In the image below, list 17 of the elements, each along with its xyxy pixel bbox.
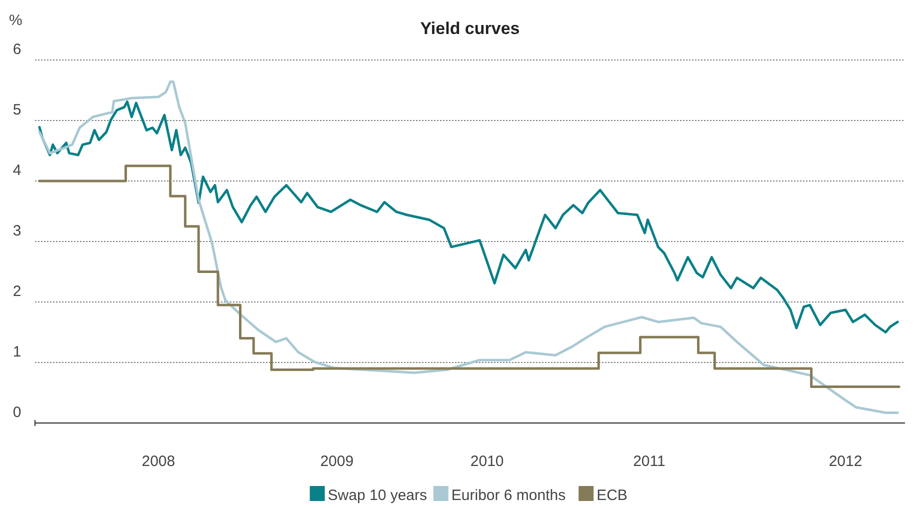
y-tick-label: 5 (12, 102, 22, 118)
x-tick-label: 2011 (633, 453, 666, 470)
y-tick-label: 6 (12, 41, 22, 58)
y-tick-label: 0 (12, 404, 22, 421)
y-axis-title: % (9, 12, 22, 29)
y-tick-label: 4 (12, 162, 22, 179)
x-tick-label: 2009 (320, 453, 354, 470)
y-tick-label: 2 (12, 283, 22, 300)
legend-label: Euribor 6 months (451, 487, 566, 504)
x-tick-label: 2012 (828, 453, 862, 470)
x-tick-label: 2008 (142, 453, 176, 470)
chart-title: Yield curves (420, 19, 520, 38)
legend-label: Swap 10 years (328, 487, 428, 504)
legend-label: ECB (596, 487, 628, 504)
y-tick-label: 3 (12, 222, 22, 240)
y-tick-label: 1 (12, 344, 22, 360)
x-tick-label: 2010 (470, 453, 504, 470)
